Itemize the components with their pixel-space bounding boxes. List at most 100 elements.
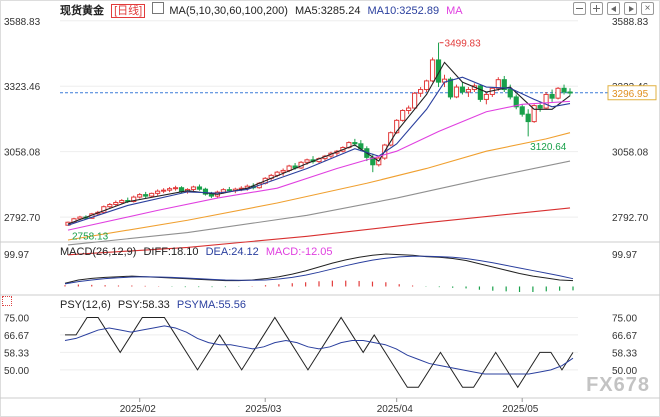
start-low-annotation: 2758.13 <box>72 232 109 243</box>
candle-body <box>119 200 125 204</box>
x-axis-label: 2025/04 <box>377 404 414 415</box>
psy-line <box>65 316 574 389</box>
candle-body <box>423 80 430 91</box>
candle-body <box>143 194 149 197</box>
ma-line-ma200 <box>67 207 571 256</box>
candle-body <box>196 186 203 190</box>
psy-tick-label-left: 50.00 <box>4 366 29 377</box>
candle-body <box>507 89 513 98</box>
arrow-right-icon[interactable] <box>624 2 637 15</box>
macd-tick-label-left: 99.97 <box>4 250 29 261</box>
period-label: 日线 <box>117 5 140 17</box>
candle-body <box>172 187 179 190</box>
psy-header: PSY(12,6) PSY:58.33 PSYMA:55.56 <box>60 297 250 313</box>
psy-tick-label-right: 50.00 <box>612 366 637 377</box>
price-tick-label-left: 3588.83 <box>4 17 41 28</box>
candle-body <box>280 169 286 173</box>
candle-body <box>149 192 155 197</box>
candle-body <box>483 93 489 100</box>
candle-body <box>429 59 436 82</box>
candle-body <box>543 93 549 109</box>
x-axis-label: 2025/05 <box>502 404 539 415</box>
price-tick-label-right: 3058.08 <box>612 148 649 159</box>
macd-diff: DIFF:18.10 <box>143 246 199 258</box>
macd-macd: MACD:-12.05 <box>265 246 333 258</box>
candle-body <box>495 79 501 89</box>
arrow-left-icon[interactable] <box>607 2 620 15</box>
candle-body <box>190 186 197 190</box>
candle-body <box>77 216 83 220</box>
candle-body <box>519 106 525 115</box>
ma10-value: MA10:3252.89 <box>367 5 440 17</box>
x-axis-label: 2025/03 <box>245 404 282 415</box>
candle-body <box>549 93 555 99</box>
candle-body <box>394 119 400 134</box>
candle-body <box>352 142 358 145</box>
candle-body <box>412 92 418 109</box>
ma-line-ma60 <box>67 132 571 241</box>
candle-body <box>537 105 543 109</box>
plus-icon[interactable] <box>590 2 603 15</box>
current-price-box <box>607 85 657 101</box>
candle-body <box>435 59 442 83</box>
low-annotation: 3120.64 <box>530 142 567 153</box>
current-price-label: 3296.95 <box>612 89 649 100</box>
psy-tick-label-left: 66.67 <box>4 331 29 342</box>
ma-line-ma100 <box>67 160 571 246</box>
minus-icon[interactable] <box>573 2 586 15</box>
candle-body <box>406 107 412 111</box>
macd-label: MACD(26,12,9) <box>60 246 137 258</box>
candle-body <box>208 193 215 197</box>
price-tick-label-right: 3588.83 <box>612 17 649 28</box>
macd-dea: DEA:24.12 <box>205 246 259 258</box>
candle-body <box>477 85 483 100</box>
candle-body <box>107 203 113 208</box>
psy-tick-label-left: 58.33 <box>4 348 29 359</box>
candle-body <box>513 96 519 108</box>
psy-tick-label-left: 75.00 <box>4 313 29 324</box>
psyma-line <box>64 325 574 375</box>
candle-body <box>155 190 161 194</box>
ma-line-ma30 <box>67 100 571 231</box>
watermark: FX678 <box>586 374 650 396</box>
candle-body <box>555 87 561 99</box>
candle-body <box>418 89 424 94</box>
price-tick-label-left: 3058.08 <box>4 148 41 159</box>
candle-body <box>561 87 567 93</box>
candle-body <box>161 189 167 192</box>
psy-tick-label-right: 58.33 <box>612 348 637 359</box>
settings-icon[interactable] <box>152 2 165 14</box>
period-selector[interactable]: [日线] <box>111 4 146 18</box>
main-chart-header: 现货黄金 [日线] MA(5,10,30,60,100,200) MA5:328… <box>60 2 467 18</box>
psy-label: PSY(12,6) <box>60 299 111 311</box>
ma-label: MA(5,10,30,60,100,200) <box>169 5 288 17</box>
psy-tick-label-right: 66.67 <box>612 331 637 342</box>
candle-body <box>131 196 137 203</box>
candle-body <box>166 188 173 191</box>
candle-body <box>226 189 232 192</box>
ma-value: MA <box>446 5 463 17</box>
ma-line-ma10 <box>67 76 571 226</box>
price-tick-label-right: 2792.70 <box>612 213 649 224</box>
candle-body <box>567 91 573 94</box>
psyma-value: PSYMA:55.56 <box>176 299 246 311</box>
symbol-name: 现货黄金 <box>60 5 104 17</box>
candle-body <box>447 78 454 98</box>
price-tick-label-left: 2792.70 <box>4 213 41 224</box>
chart-toolbar: × <box>573 2 654 15</box>
candle-body <box>531 105 537 123</box>
candle-body <box>501 79 507 91</box>
macd-tick-label-right: 99.97 <box>612 250 637 261</box>
psy-tick-label-right: 75.00 <box>612 313 637 324</box>
indicator-toggle-icon[interactable] <box>2 296 12 306</box>
macd-dea-line <box>64 255 574 285</box>
price-tick-label-left: 3323.46 <box>4 82 41 93</box>
close-icon[interactable]: × <box>641 2 654 15</box>
candle-body <box>465 89 472 93</box>
candle-body <box>137 194 143 198</box>
high-annotation: 3499.83 <box>445 39 482 50</box>
candle-body <box>525 113 531 123</box>
candle-body <box>453 86 460 98</box>
ma5-value: MA5:3285.24 <box>295 5 361 17</box>
